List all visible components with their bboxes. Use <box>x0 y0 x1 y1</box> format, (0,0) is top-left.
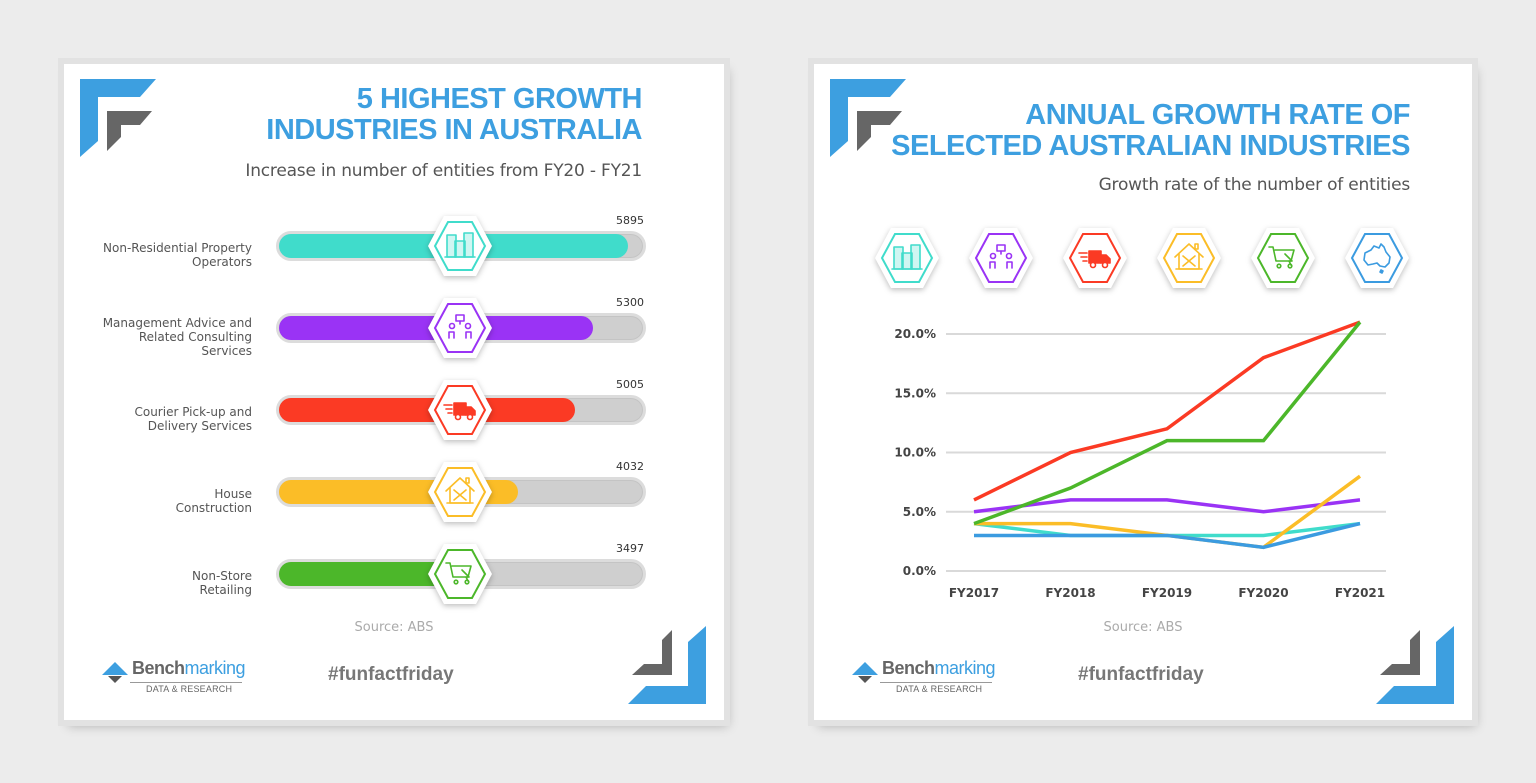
brand-tagline: DATA & RESEARCH <box>146 684 233 694</box>
building-icon <box>874 224 940 292</box>
corner-logo-bottom-right-icon <box>1376 626 1454 704</box>
shopping-cart-icon <box>427 540 493 608</box>
shopping-cart-icon <box>1250 224 1316 292</box>
brand-triangle-icon <box>852 662 878 683</box>
benchmarking-logo: Benchmarking DATA & RESEARCH <box>852 658 1002 698</box>
legend-icon-row <box>814 224 1472 294</box>
house-tools-icon <box>1156 224 1222 292</box>
series-line <box>973 521 1361 538</box>
bar-value: 5300 <box>616 296 644 309</box>
subtitle: Increase in number of entities from FY20… <box>245 161 642 181</box>
corner-logo-top-left-icon <box>80 79 156 157</box>
title-line-2: SELECTED AUSTRALIAN INDUSTRIES <box>891 130 1410 162</box>
x-tick-label: FY2020 <box>1238 586 1288 600</box>
hashtag: #funfactfriday <box>328 664 454 685</box>
bar-row: House Construction 4032 <box>64 460 724 522</box>
x-tick-label: FY2021 <box>1335 586 1385 600</box>
y-tick-label: 10.0% <box>894 446 936 460</box>
x-tick-label: FY2018 <box>1045 586 1095 600</box>
bar-value: 5005 <box>616 378 644 391</box>
series-line <box>974 521 1361 550</box>
bar-label: House Construction <box>175 487 252 515</box>
bar-value: 5895 <box>616 214 644 227</box>
bar-row: Non-Store Retailing 3497 <box>64 542 724 604</box>
line-chart-card: ANNUAL GROWTH RATE OF SELECTED AUSTRALIA… <box>814 64 1472 720</box>
y-tick-label: 20.0% <box>894 327 936 341</box>
delivery-truck-icon <box>1062 224 1128 292</box>
series-line <box>973 321 1362 526</box>
bar-row: Courier Pick-up and Delivery Services 500… <box>64 378 724 440</box>
title-line-1: 5 HIGHEST GROWTH <box>356 83 643 115</box>
page-title: 5 HIGHEST GROWTH INDUSTRIES IN AUSTRALIA <box>266 84 642 146</box>
bar-row: Non-Residential Property Operators 5895 <box>64 214 724 276</box>
house-tools-icon <box>427 458 493 526</box>
bar-row: Management Advice and Related Consulting S… <box>64 296 724 358</box>
bar-value: 4032 <box>616 460 644 473</box>
title-line-1: ANNUAL GROWTH RATE OF <box>1025 99 1410 131</box>
consulting-icon <box>427 294 493 362</box>
benchmarking-logo: Benchmarking DATA & RESEARCH <box>102 658 252 698</box>
y-tick-label: 5.0% <box>903 505 936 519</box>
brand-divider <box>130 682 242 683</box>
brand-name: Benchmarking <box>882 658 996 678</box>
bar-label: Courier Pick-up and Delivery Services <box>134 405 252 433</box>
building-icon <box>427 212 493 280</box>
source-note: Source: ABS <box>1103 620 1183 635</box>
y-tick-label: 15.0% <box>894 386 936 400</box>
x-tick-label: FY2019 <box>1142 586 1192 600</box>
title-line-2: INDUSTRIES IN AUSTRALIA <box>266 114 642 146</box>
bar-label: Non-Store Retailing <box>192 569 252 597</box>
bar-chart-card: 5 HIGHEST GROWTH INDUSTRIES IN AUSTRALIA… <box>64 64 724 720</box>
brand-name: Benchmarking <box>132 658 246 678</box>
australia-map-icon <box>1344 224 1410 292</box>
delivery-truck-icon <box>427 376 493 444</box>
bar-label: Non-Residential Property Operators <box>103 241 252 269</box>
bar-label: Management Advice and Related Consulting S… <box>102 316 252 358</box>
bar-value: 3497 <box>616 542 644 555</box>
y-tick-label: 0.0% <box>903 564 936 578</box>
brand-triangle-icon <box>102 662 128 683</box>
source-note: Source: ABS <box>354 620 434 635</box>
hashtag: #funfactfriday <box>1078 664 1204 685</box>
series-line <box>973 320 1361 502</box>
corner-logo-top-left-icon <box>830 79 906 157</box>
x-tick-label: FY2017 <box>949 586 999 600</box>
brand-tagline: DATA & RESEARCH <box>896 684 983 694</box>
page-title: ANNUAL GROWTH RATE OF SELECTED AUSTRALIA… <box>891 100 1410 162</box>
bar-fill <box>279 398 576 422</box>
series-line <box>973 498 1361 514</box>
consulting-icon <box>968 224 1034 292</box>
corner-logo-bottom-right-icon <box>628 626 706 704</box>
line-chart: 0.0% 5.0% 10.0% 15.0% 20.0% FY2017 FY2018 FY201… <box>894 320 1386 600</box>
subtitle: Growth rate of the number of entities <box>1098 175 1411 195</box>
brand-divider <box>880 682 992 683</box>
